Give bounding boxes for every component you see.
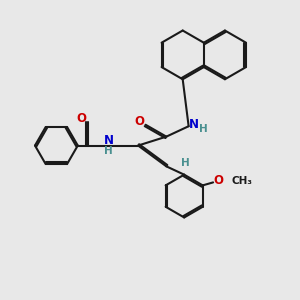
Text: N: N: [103, 134, 113, 147]
Text: H: H: [104, 146, 113, 156]
Text: H: H: [199, 124, 207, 134]
Text: O: O: [76, 112, 87, 125]
Text: O: O: [135, 115, 145, 128]
Text: O: O: [214, 174, 224, 188]
Text: H: H: [181, 158, 190, 168]
Text: CH₃: CH₃: [232, 176, 253, 186]
Text: N: N: [189, 118, 199, 131]
